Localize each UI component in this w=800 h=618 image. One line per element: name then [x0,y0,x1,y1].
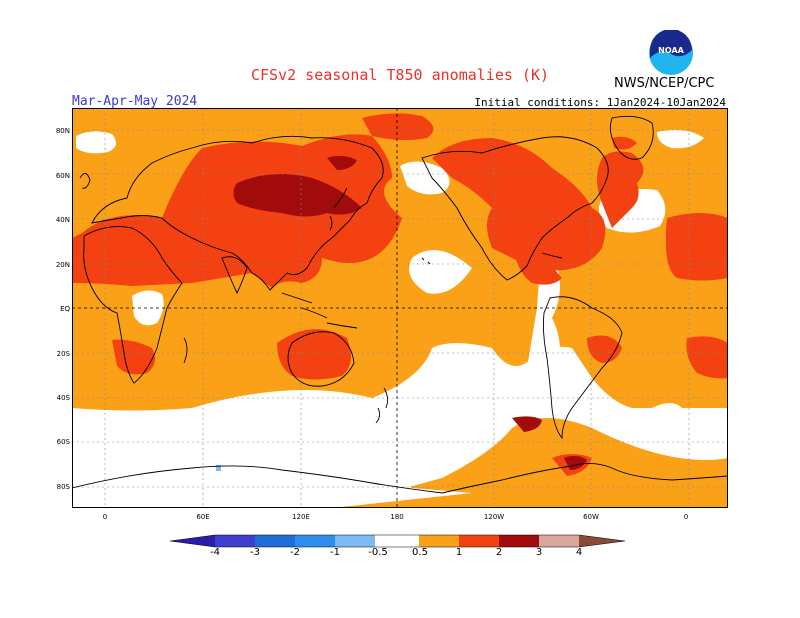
colorbar-bin-neg3-neg2 [255,535,295,547]
lat-label-20s: 20S [56,350,70,358]
strong-warm-regions [233,155,587,470]
lat-label-80s: 80S [56,483,70,491]
colorbar-label-neg3: -3 [250,547,260,558]
coastlines [72,115,728,494]
colorbar-bin-1-2 [459,535,499,547]
colorbar-label-neg1: -1 [330,547,340,558]
initial-conditions: Initial conditions: 1Jan2024-10Jan2024 [474,96,726,109]
map-title: CFSv2 seasonal T850 anomalies (K) [250,66,549,84]
lat-label-80n: 80N [55,127,70,135]
lat-label-40n: 40N [55,216,70,224]
lon-label-180: 180 [390,513,404,521]
lon-label-120w: 120W [483,513,505,521]
noaa-logo-icon: NOAA [649,30,693,75]
forecast-period: Mar-Apr-May 2024 [72,94,198,109]
colorbar-label-1: 1 [455,547,463,558]
colorbar-label-3: 3 [535,547,543,558]
colorbar-label-neg05: -0.5 [368,547,388,558]
colorbar-bin-2-3 [499,535,539,547]
colorbar-cap-high [579,535,625,547]
agency-label: NWS/NCEP/CPC [614,76,715,91]
cool-anomaly-patch [216,465,221,471]
lat-label-20n: 20N [55,261,70,269]
noaa-logo-text: NOAA [658,46,684,55]
colorbar-bin-3-4 [539,535,579,547]
lat-label-60n: 60N [55,172,70,180]
colorbar-bin-neutral [375,535,419,547]
colorbar-label-4: 4 [575,547,583,558]
lon-label-0: 0 [102,513,108,521]
colorbar-bin-05-1 [419,535,459,547]
colorbar-cap-low [170,535,215,547]
lat-label-60s: 60S [56,438,70,446]
colorbar-bin-neg4-neg3 [215,535,255,547]
map-frame [72,108,728,508]
colorbar-label-05: 0.5 [412,547,428,558]
colorbar-label-neg4: -4 [210,547,220,558]
colorbar-bin-neg2-neg1 [295,535,335,547]
lat-label-40s: 40S [56,394,70,402]
equator-dateline [72,108,728,508]
colorbar-bin-neg1-neg05 [335,535,375,547]
colorbar [170,534,626,548]
lon-label-0-east: 0 [683,513,689,521]
anomaly-map [72,108,728,508]
colorbar-label-neg2: -2 [290,547,300,558]
lon-label-120e: 120E [292,513,310,521]
lat-label-eq: EQ [60,305,70,313]
colorbar-label-2: 2 [495,547,503,558]
lon-label-60e: 60E [196,513,210,521]
lon-label-60w: 60W [583,513,599,521]
